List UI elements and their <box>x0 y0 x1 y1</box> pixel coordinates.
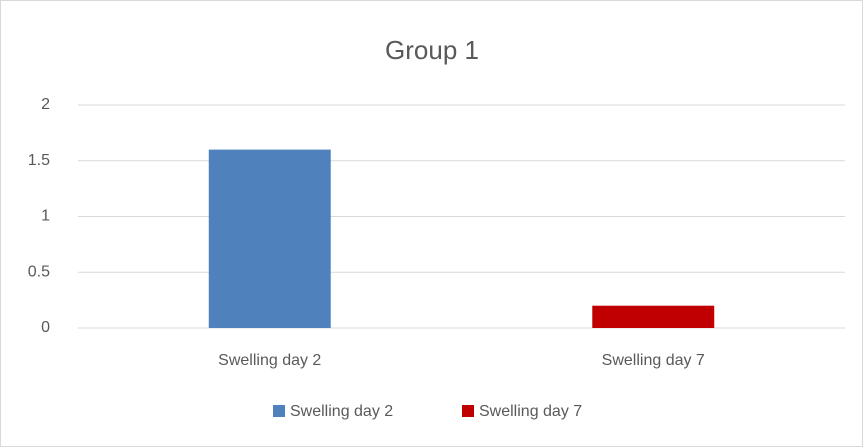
chart-title: Group 1 <box>385 35 479 65</box>
y-tick-label: 0 <box>41 319 50 336</box>
y-tick-label: 1.5 <box>28 152 50 169</box>
bar <box>592 305 715 328</box>
x-tick-label: Swelling day 2 <box>218 352 321 369</box>
legend-swatch <box>462 405 474 417</box>
y-tick-label: 0.5 <box>28 263 50 280</box>
y-tick-label: 1 <box>41 208 50 225</box>
x-tick-label: Swelling day 7 <box>602 352 705 369</box>
y-tick-label: 2 <box>41 96 50 113</box>
bar <box>208 149 331 328</box>
legend-label: Swelling day 7 <box>479 403 582 420</box>
legend-label: Swelling day 2 <box>290 403 393 420</box>
legend-swatch <box>273 405 285 417</box>
